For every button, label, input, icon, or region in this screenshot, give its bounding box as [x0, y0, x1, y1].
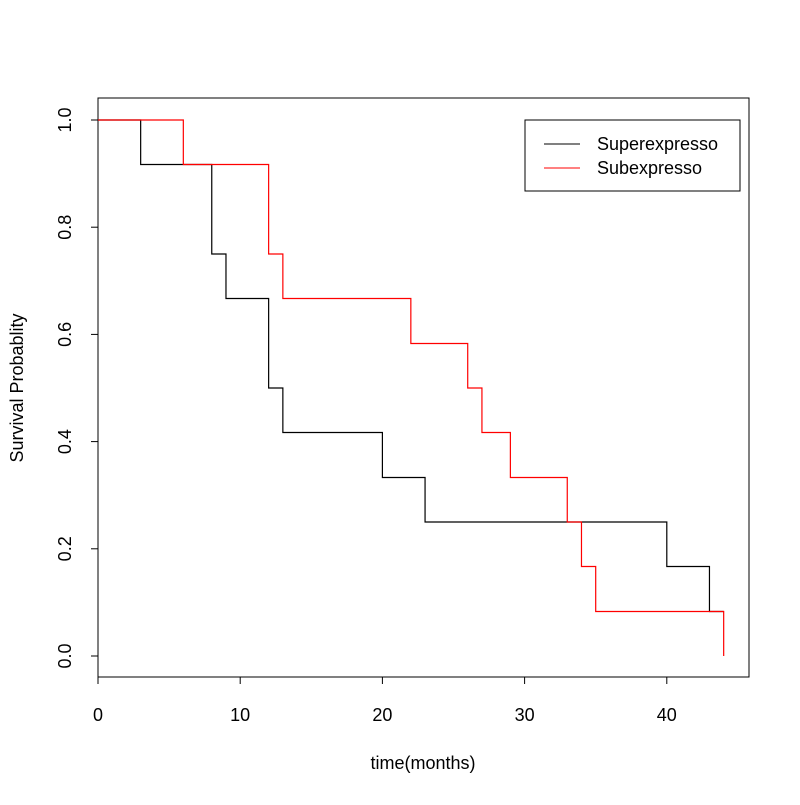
- legend-label-subexpresso: Subexpresso: [597, 158, 702, 178]
- y-axis-title: Survival Probablity: [7, 313, 27, 462]
- x-tick-label: 10: [230, 705, 250, 725]
- legend: Superexpresso Subexpresso: [524, 119, 741, 192]
- y-tick-label: 0.8: [55, 215, 75, 240]
- x-tick-label: 30: [515, 705, 535, 725]
- x-tick-label: 20: [372, 705, 392, 725]
- legend-label-superexpresso: Superexpresso: [597, 134, 718, 154]
- y-tick-label: 0.2: [55, 536, 75, 561]
- x-tick-label: 0: [93, 705, 103, 725]
- x-tick-label: 40: [657, 705, 677, 725]
- series-line-subexpresso: [98, 119, 725, 656]
- series-layer: [98, 119, 725, 656]
- y-tick-label: 0.4: [55, 429, 75, 454]
- legend-box: [524, 119, 741, 192]
- y-tick-label: 0.6: [55, 322, 75, 347]
- y-axis: 0.0 0.2 0.4 0.6 0.8 1.0: [55, 107, 99, 669]
- series-line-superexpresso: [98, 119, 724, 613]
- y-tick-label: 0.0: [55, 643, 75, 668]
- x-axis: 0 10 20 30 40: [93, 676, 677, 725]
- x-axis-title: time(months): [370, 753, 475, 773]
- y-tick-label: 1.0: [55, 107, 75, 132]
